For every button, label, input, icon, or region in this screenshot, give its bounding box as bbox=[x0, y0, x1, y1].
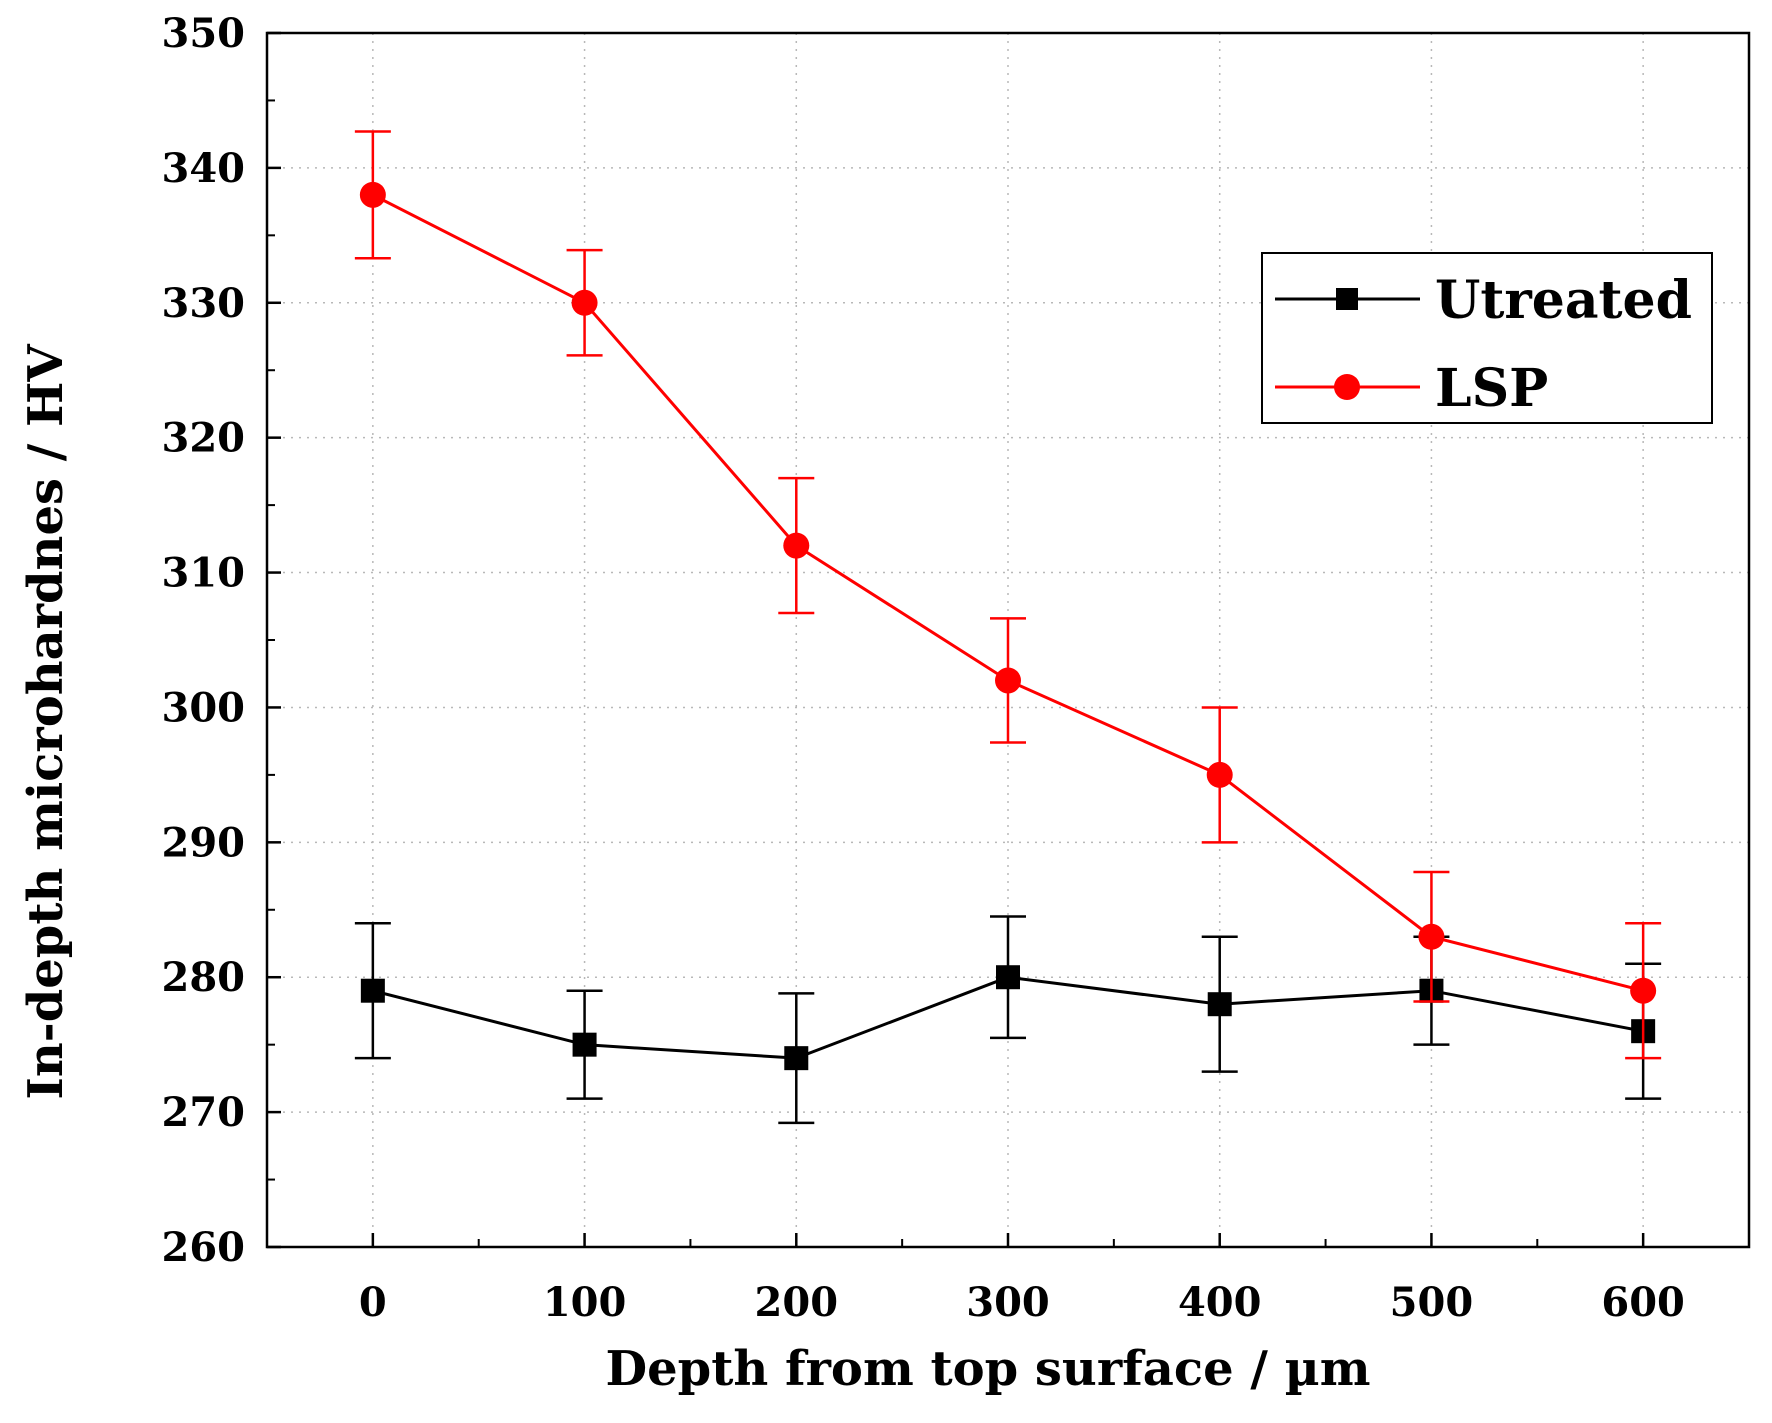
data-point-lsp-100 bbox=[571, 289, 598, 316]
x-tick-label-300: 300 bbox=[966, 1279, 1050, 1326]
y-tick-label-260: 260 bbox=[162, 1224, 246, 1271]
series-layer bbox=[354, 130, 1662, 1125]
data-point-lsp-0 bbox=[359, 181, 386, 208]
x-tick-label-400: 400 bbox=[1178, 1279, 1262, 1326]
legend-label-lsp: LSP bbox=[1435, 358, 1548, 419]
y-tick-label-290: 290 bbox=[162, 819, 246, 866]
y-tick-label-310: 310 bbox=[162, 550, 246, 597]
y-tick-label-330: 330 bbox=[162, 280, 246, 327]
y-axis-title: In-depth microhardnes / HV bbox=[18, 344, 74, 1100]
legend-marker-utreated bbox=[1336, 288, 1358, 310]
data-point-utreated-200 bbox=[784, 1046, 809, 1071]
x-tick-label-600: 600 bbox=[1601, 1279, 1685, 1326]
legend-entry-utreated: Utreated bbox=[1275, 270, 1692, 331]
x-tick-label-100: 100 bbox=[543, 1279, 627, 1326]
x-tick-label-0: 0 bbox=[359, 1279, 387, 1326]
data-point-lsp-500 bbox=[1418, 923, 1445, 950]
y-tick-label-340: 340 bbox=[162, 145, 246, 192]
data-point-utreated-100 bbox=[572, 1032, 597, 1057]
x-axis-title: Depth from top surface / µm bbox=[605, 1341, 1370, 1397]
y-tick-label-320: 320 bbox=[162, 415, 246, 462]
legend: Utreated LSP bbox=[1261, 252, 1713, 424]
data-point-lsp-300 bbox=[995, 667, 1021, 694]
data-point-lsp-600 bbox=[1630, 977, 1657, 1004]
data-point-utreated-300 bbox=[996, 965, 1020, 990]
y-tick-label-350: 350 bbox=[162, 10, 246, 57]
y-tick-label-270: 270 bbox=[162, 1089, 246, 1136]
data-point-lsp-200 bbox=[783, 532, 810, 559]
y-tick-label-300: 300 bbox=[162, 684, 246, 731]
x-tick-label-500: 500 bbox=[1390, 1279, 1474, 1326]
legend-label-utreated: Utreated bbox=[1435, 270, 1692, 331]
axes: 0 100 200 300 400 500 600 260 270 280 290 300 310 320… bbox=[162, 10, 1751, 1326]
data-point-utreated-0 bbox=[360, 978, 385, 1003]
data-point-lsp-400 bbox=[1206, 761, 1233, 788]
series-lsp bbox=[354, 130, 1662, 1060]
y-tick-label-280: 280 bbox=[162, 954, 246, 1001]
legend-marker-lsp bbox=[1334, 374, 1360, 400]
data-point-utreated-400 bbox=[1207, 992, 1232, 1017]
legend-entry-lsp: LSP bbox=[1275, 358, 1548, 419]
x-tick-label-200: 200 bbox=[755, 1279, 839, 1326]
